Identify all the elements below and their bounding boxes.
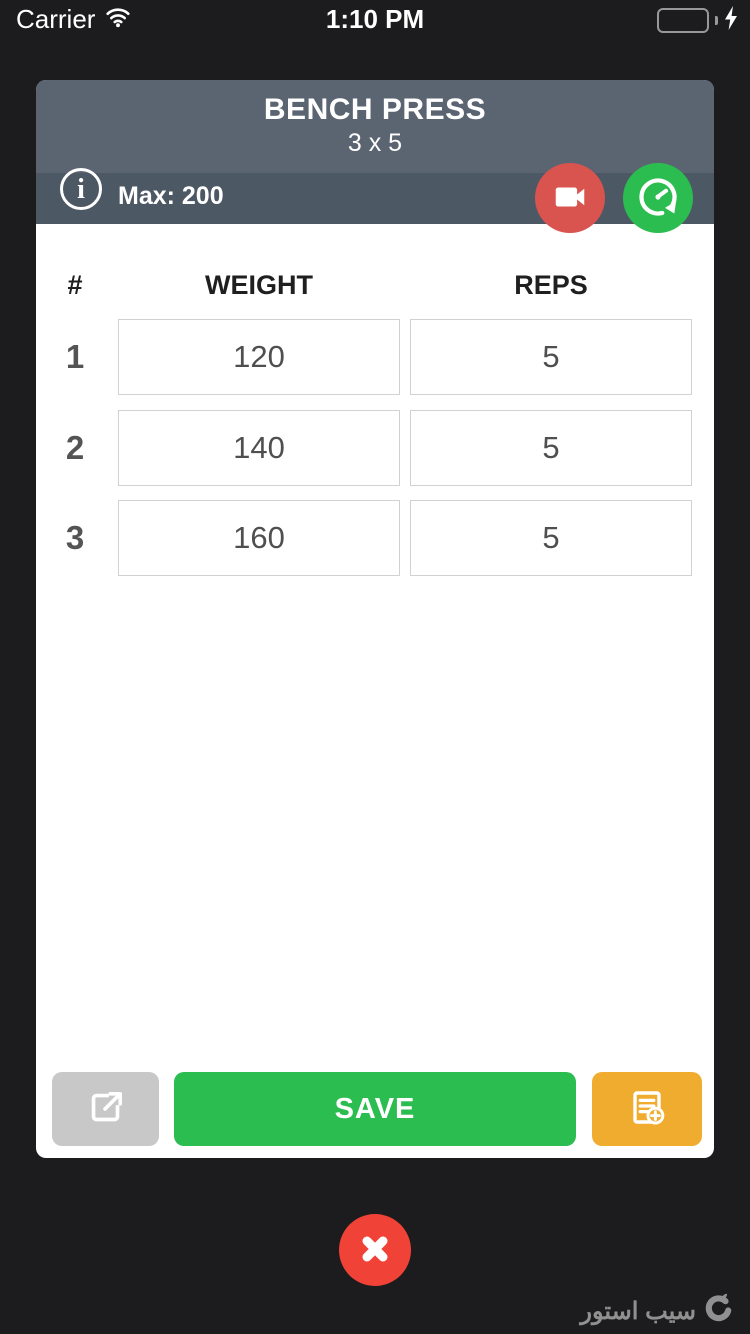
battery-icon (657, 8, 709, 33)
card-strip: i Max: 200 (36, 163, 714, 233)
carrier-area: Carrier (16, 4, 131, 35)
info-icon[interactable]: i (60, 168, 102, 210)
export-button[interactable] (52, 1072, 159, 1146)
history-button[interactable] (623, 163, 693, 233)
save-button[interactable]: SAVE (174, 1072, 576, 1146)
max-label: Max: 200 (118, 182, 224, 210)
history-clock-icon (636, 175, 680, 222)
set-number: 2 (65, 429, 85, 466)
watermark: سیب استور (580, 1292, 734, 1331)
column-header-set: # (67, 270, 83, 300)
reps-input[interactable] (410, 319, 692, 395)
card-header: BENCH PRESS 3 x 5 (36, 80, 714, 173)
status-bar: Carrier 1:10 PM (0, 0, 750, 40)
add-note-button[interactable] (592, 1072, 702, 1146)
apple-logo-icon (704, 1292, 734, 1331)
table-row: 3 (36, 500, 714, 576)
sets-reps-scheme: 3 x 5 (347, 129, 403, 157)
close-button[interactable] (339, 1214, 411, 1286)
watermark-text: سیب استور (580, 1298, 696, 1325)
video-camera-icon (551, 178, 589, 219)
record-video-button[interactable] (535, 163, 605, 233)
battery-area (657, 6, 738, 35)
reps-input[interactable] (410, 410, 692, 486)
table-header-row: # WEIGHT REPS (36, 270, 714, 302)
clock: 1:10 PM (325, 4, 425, 34)
exercise-title: BENCH PRESS (263, 93, 487, 126)
exercise-card: BENCH PRESS 3 x 5 i Max: 200 (36, 80, 714, 1158)
note-add-icon (623, 1084, 671, 1135)
column-header-weight: WEIGHT (205, 270, 313, 300)
carrier-label: Carrier (16, 4, 96, 34)
charging-bolt-icon (724, 6, 738, 35)
set-number: 1 (65, 338, 85, 375)
battery-nub (715, 16, 718, 25)
weight-input[interactable] (118, 500, 400, 576)
action-bar: SAVE (36, 1072, 714, 1146)
export-icon (83, 1085, 129, 1134)
weight-input[interactable] (118, 410, 400, 486)
wifi-icon (105, 4, 131, 35)
column-header-reps: REPS (514, 270, 588, 300)
table-row: 1 (36, 319, 714, 395)
set-number: 3 (65, 519, 85, 556)
close-x-icon (355, 1229, 395, 1272)
weight-input[interactable] (118, 319, 400, 395)
reps-input[interactable] (410, 500, 692, 576)
table-row: 2 (36, 410, 714, 486)
